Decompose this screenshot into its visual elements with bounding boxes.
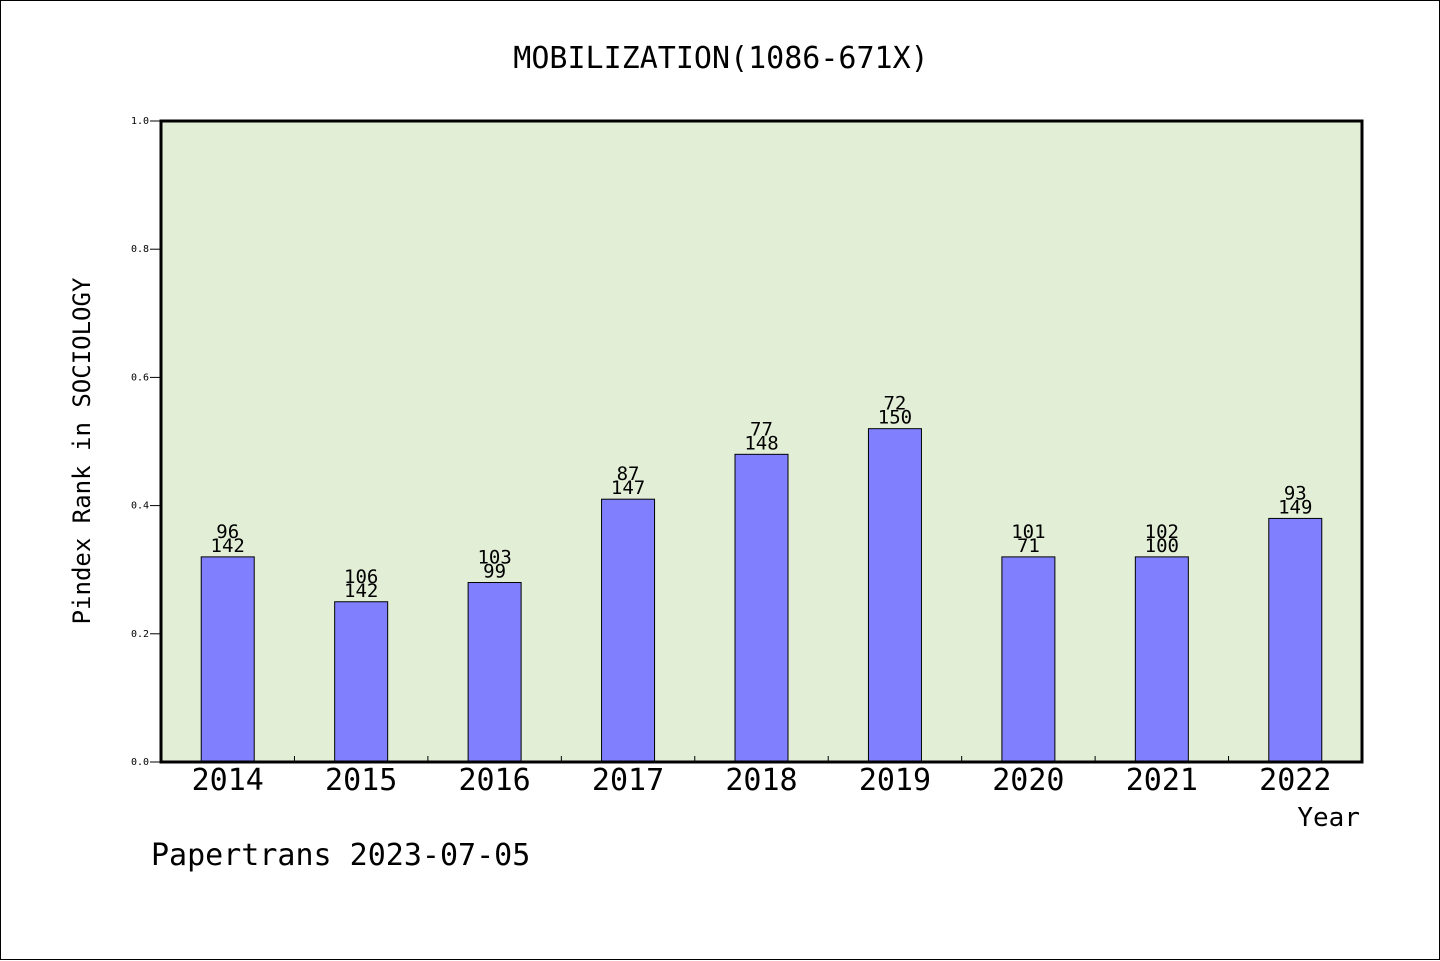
chart-title: MOBILIZATION(1086-671X) <box>513 41 928 76</box>
bar <box>1134 556 1189 763</box>
x-tick-label: 2021 <box>1126 763 1198 798</box>
bar-label-top: 87 <box>617 463 640 485</box>
footer-credit: Papertrans 2023-07-05 <box>151 838 530 873</box>
y-tick-label: 1.0 <box>131 116 149 127</box>
bar <box>467 582 522 763</box>
bar-label-bottom: 142 <box>211 535 245 557</box>
y-axis-ticks: 0.0 0.2 0.4 0.6 0.8 1.0 <box>131 116 161 768</box>
x-tick-label: 2017 <box>592 763 664 798</box>
bar-label-top: 77 <box>750 418 773 440</box>
y-tick-label: 0.8 <box>131 244 149 255</box>
bar-label-bottom: 150 <box>878 407 912 429</box>
y-tick-label: 0.0 <box>131 757 149 768</box>
x-tick-label: 2016 <box>458 763 530 798</box>
bar-label-bottom: 148 <box>744 432 778 454</box>
bar <box>1001 556 1056 763</box>
x-axis-ticks: 2014 2015 2016 2017 2018 2019 2020 2021 2022 <box>192 756 1331 798</box>
bar-label-top: 102 <box>1145 521 1179 543</box>
bar-label-bottom: 100 <box>1145 535 1179 557</box>
plot-border <box>159 119 1364 764</box>
y-tick-label: 0.2 <box>131 629 149 640</box>
bar-label-bottom: 149 <box>1278 496 1312 518</box>
bar <box>734 453 789 763</box>
bar <box>601 498 656 763</box>
y-tick-label: 0.6 <box>131 372 149 383</box>
x-tick-label: 2015 <box>325 763 397 798</box>
x-tick-label: 2014 <box>192 763 264 798</box>
bars-group: 9614210614210399871477714872150101711021… <box>200 393 1323 763</box>
x-tick-label: 2020 <box>992 763 1064 798</box>
bar <box>334 601 389 763</box>
x-tick-label: 2018 <box>725 763 797 798</box>
bar-label-top: 72 <box>883 393 906 415</box>
bar-label-top: 106 <box>344 566 378 588</box>
y-axis-label: Pindex Rank in SOCIOLOGY <box>68 277 96 624</box>
bar-label-bottom: 99 <box>483 561 506 583</box>
bar <box>867 428 922 763</box>
bar-label-bottom: 71 <box>1017 535 1040 557</box>
bar-label-top: 93 <box>1284 482 1307 504</box>
bar-label-top: 101 <box>1011 521 1045 543</box>
bar-label-bottom: 142 <box>344 580 378 602</box>
bar-label-top: 96 <box>216 521 239 543</box>
x-axis-label: Year <box>1297 803 1360 833</box>
y-tick-label: 0.4 <box>131 501 149 512</box>
bar <box>200 556 255 763</box>
bar-label-top: 103 <box>477 547 511 569</box>
bar-label-bottom: 147 <box>611 477 645 499</box>
x-tick-label: 2019 <box>859 763 931 798</box>
bar <box>1268 517 1323 763</box>
x-tick-label: 2022 <box>1259 763 1331 798</box>
